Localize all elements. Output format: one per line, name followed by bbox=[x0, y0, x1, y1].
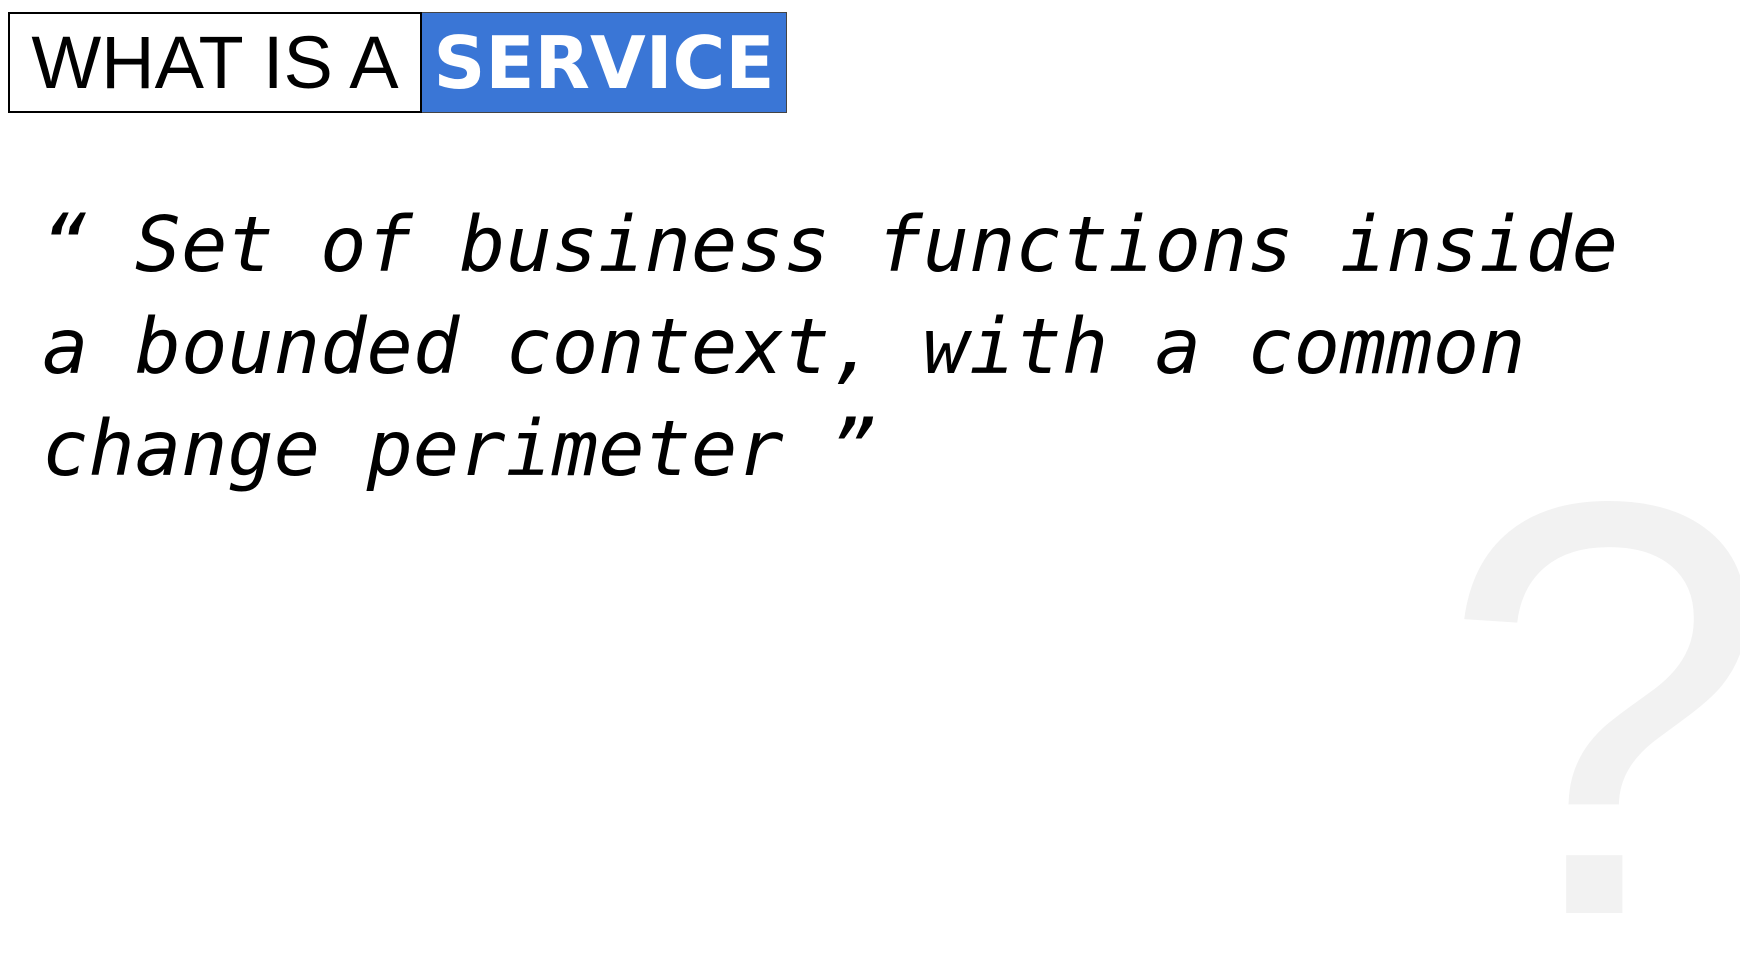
title-highlight: SERVICE bbox=[422, 12, 787, 113]
question-mark-icon: ? bbox=[1440, 415, 1740, 954]
slide-title: WHAT IS A SERVICE bbox=[8, 12, 787, 113]
definition-quote: “ Set of business functions inside a bou… bbox=[42, 201, 1665, 494]
title-prefix: WHAT IS A bbox=[8, 12, 422, 113]
